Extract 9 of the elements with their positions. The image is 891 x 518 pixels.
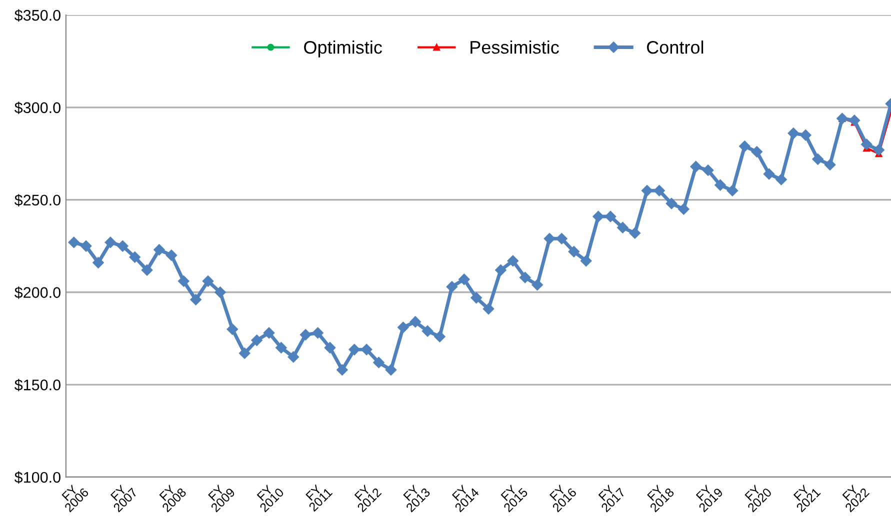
legend-label: Pessimistic: [470, 40, 559, 54]
y-tick-label: $200.0: [14, 286, 60, 299]
y-tick-label: $250.0: [14, 194, 60, 206]
legend-label: Control: [646, 40, 704, 54]
y-tick-label: $100.0: [14, 471, 60, 484]
y-tick-label: $300.0: [14, 102, 60, 114]
legend-label: Optimistic: [304, 40, 382, 58]
y-tick-label: $150.0: [14, 378, 60, 392]
y-tick-label: $350.0: [14, 9, 60, 22]
